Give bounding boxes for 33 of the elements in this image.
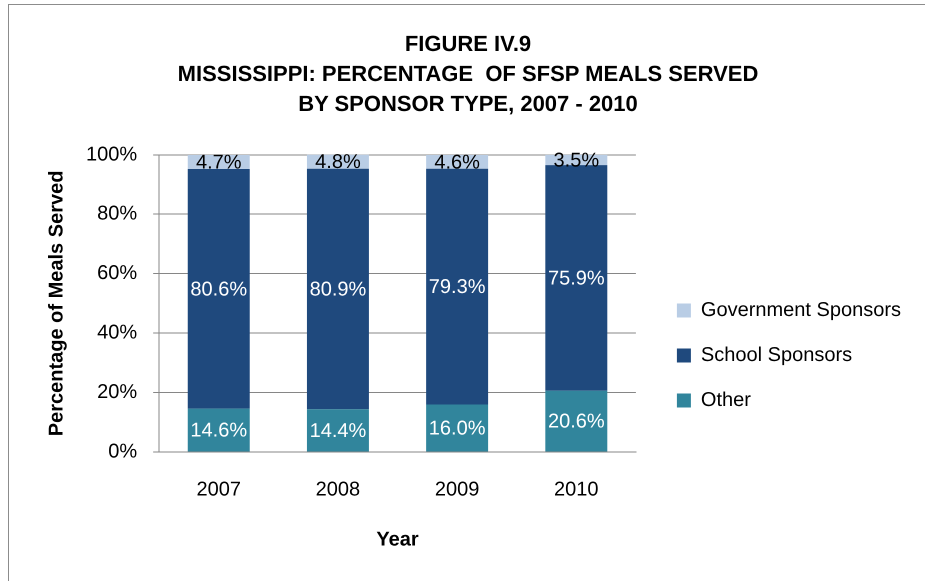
data-label: 4.7% [196, 152, 242, 174]
y-tick-label: 100% [86, 143, 138, 166]
x-tick-label: 2010 [554, 478, 599, 501]
x-tick-label: 2007 [196, 478, 241, 501]
data-label: 14.6% [190, 420, 248, 442]
y-tick-label: 40% [97, 322, 138, 344]
data-label: 75.9% [548, 267, 605, 290]
y-tick-label: 0% [108, 440, 138, 463]
legend-label: Government Sponsors [700, 299, 902, 322]
y-tick-label: 80% [97, 202, 138, 225]
data-label: 16.0% [428, 417, 486, 440]
data-label: 80.9% [310, 278, 366, 300]
data-label: 4.8% [315, 151, 361, 174]
data-label: 80.6% [190, 278, 248, 300]
data-label: 14.4% [310, 420, 366, 442]
x-tick-label: 2008 [316, 478, 360, 501]
legend-label: Other [700, 389, 752, 412]
data-label: 20.6% [548, 410, 605, 433]
bar [545, 390, 608, 452]
bar [426, 168, 488, 404]
x-axis-title: Year [376, 528, 419, 551]
y-tick-label: 60% [97, 262, 138, 284]
x-tick-label: 2009 [434, 478, 480, 501]
bar [306, 168, 369, 410]
y-axis-title: Percentage of Meals Served [46, 170, 68, 436]
bar [545, 165, 608, 391]
bar [188, 169, 250, 409]
legend-label: School Sponsors [700, 344, 852, 366]
chart-title: FIGURE IV.9 MISSISSIPPI: PERCENTAGE OF SFSP MEALS SERVED BY SPONSOR TYPE, 2007 - 2010 [178, 31, 758, 116]
data-label: 4.6% [434, 151, 480, 174]
data-label: 79.3% [428, 276, 486, 298]
y-tick-label: 20% [97, 381, 138, 404]
bar [306, 409, 369, 452]
